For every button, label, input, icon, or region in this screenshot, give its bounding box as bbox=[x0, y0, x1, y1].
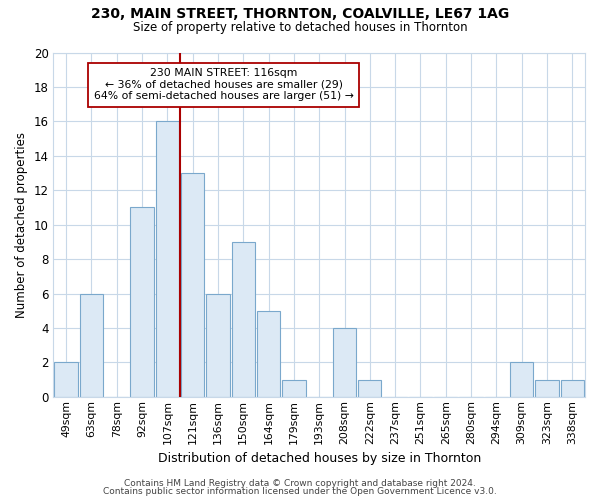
X-axis label: Distribution of detached houses by size in Thornton: Distribution of detached houses by size … bbox=[158, 452, 481, 465]
Text: Contains HM Land Registry data © Crown copyright and database right 2024.: Contains HM Land Registry data © Crown c… bbox=[124, 478, 476, 488]
Bar bbox=[560, 380, 584, 397]
Text: 230, MAIN STREET, THORNTON, COALVILLE, LE67 1AG: 230, MAIN STREET, THORNTON, COALVILLE, L… bbox=[91, 8, 509, 22]
Bar bbox=[181, 173, 204, 397]
Bar bbox=[232, 242, 255, 397]
Text: Size of property relative to detached houses in Thornton: Size of property relative to detached ho… bbox=[133, 21, 467, 34]
Bar bbox=[155, 122, 179, 397]
Bar bbox=[333, 328, 356, 397]
Bar bbox=[282, 380, 305, 397]
Bar bbox=[510, 362, 533, 397]
Y-axis label: Number of detached properties: Number of detached properties bbox=[15, 132, 28, 318]
Bar bbox=[206, 294, 230, 397]
Bar bbox=[80, 294, 103, 397]
Bar bbox=[55, 362, 78, 397]
Text: 230 MAIN STREET: 116sqm
← 36% of detached houses are smaller (29)
64% of semi-de: 230 MAIN STREET: 116sqm ← 36% of detache… bbox=[94, 68, 353, 101]
Bar bbox=[535, 380, 559, 397]
Bar bbox=[130, 208, 154, 397]
Bar bbox=[257, 311, 280, 397]
Text: Contains public sector information licensed under the Open Government Licence v3: Contains public sector information licen… bbox=[103, 487, 497, 496]
Bar bbox=[358, 380, 382, 397]
